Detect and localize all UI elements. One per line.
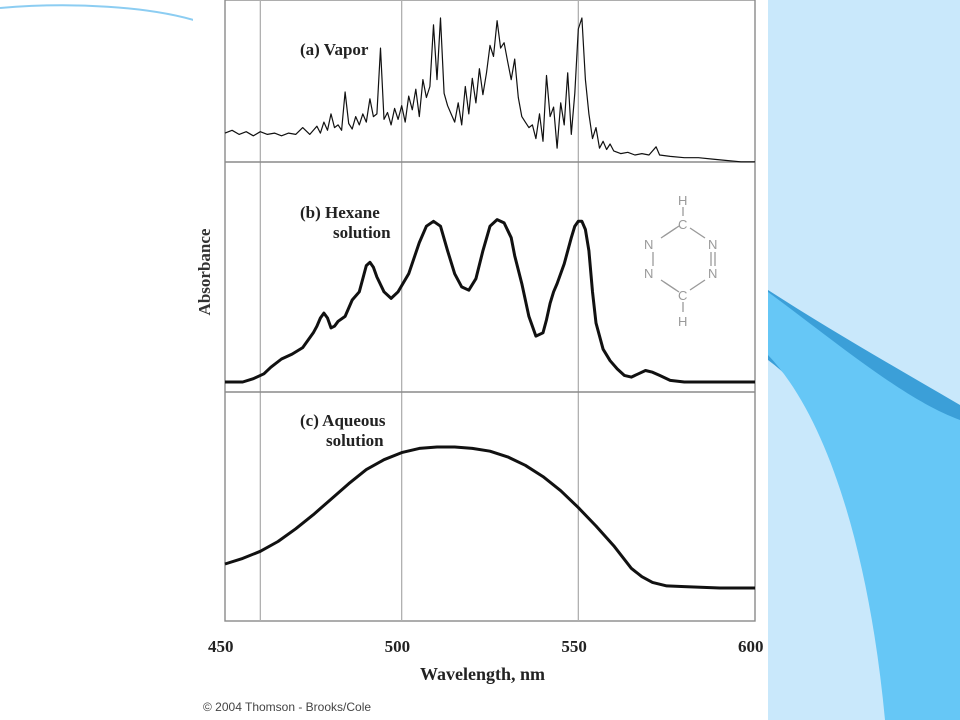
atom-h-bottom: H [678,314,687,329]
panel-b-label-line2: solution [333,223,391,242]
panel-c-label-line1: (c) Aqueous [300,411,386,430]
atom-n-lower-left: N [644,266,653,281]
series-lines [224,17,755,590]
plot-frame [224,0,756,622]
right-bright-swoosh [768,292,960,720]
panel-b-label: (b) Hexane solution [300,203,391,243]
atom-n-upper-right: N [708,237,717,252]
grid-lines [259,0,579,621]
panel-a-label-line1: (a) Vapor [300,40,369,59]
aqueous-spectrum-line [224,445,755,590]
tetrazine-structure-icon: H C N N N N C H [644,193,717,329]
atom-n-lower-right: N [708,266,717,281]
figure-panel [193,0,768,720]
atom-c-top: C [678,217,687,232]
atom-h-top: H [678,193,687,208]
hexane-spectrum-line [225,218,755,384]
top-left-arc [0,4,201,23]
y-axis-label: Absorbance [195,228,214,316]
x-tick-label-500: 500 [384,637,411,656]
copyright-notice: © 2004 Thomson - Brooks/Cole [203,700,372,714]
x-tick-label-450: 450 [208,637,234,656]
panel-c-label: (c) Aqueous solution [300,411,385,451]
panel-c-label-line2: solution [326,431,384,450]
panel-a-label: (a) Vapor [300,40,368,60]
x-axis-label: Wavelength, nm [420,664,546,684]
atom-n-upper-left: N [644,237,653,252]
atom-c-bottom: C [678,288,687,303]
panel-b-label-line1: (b) Hexane [300,203,380,222]
x-tick-label-600: 600 [738,637,764,656]
vapor-spectrum-line [224,17,755,163]
x-tick-label-550: 550 [561,637,587,656]
